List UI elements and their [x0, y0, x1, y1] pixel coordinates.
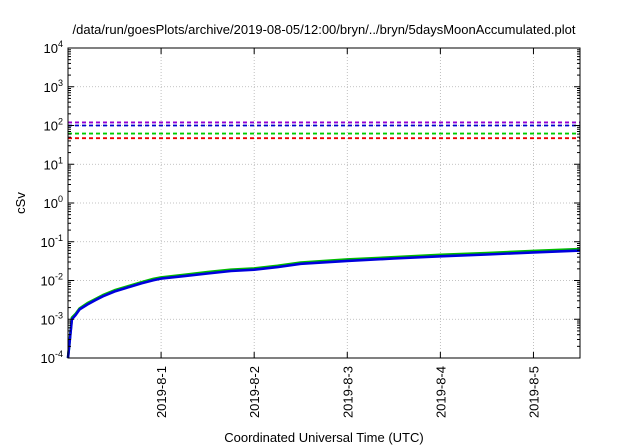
y-axis-label: cSv	[13, 192, 28, 214]
y-tick-label: 101	[44, 155, 63, 172]
y-tick-label: 104	[44, 39, 63, 56]
x-tick-label: 2019-8-4	[433, 366, 448, 418]
y-tick-label: 10-3	[41, 310, 63, 327]
reference-lines	[68, 121, 580, 140]
y-tick-label: 102	[44, 117, 63, 134]
x-axis-label: Coordinated Universal Time (UTC)	[224, 430, 423, 445]
series-group	[66, 247, 581, 359]
series-line	[66, 247, 581, 359]
chart-title: /data/run/goesPlots/archive/2019-08-05/1…	[73, 22, 576, 37]
x-tick-label: 2019-8-1	[154, 366, 169, 418]
y-tick-label: 10-2	[41, 272, 63, 289]
y-tick-label: 10-1	[41, 233, 63, 250]
x-tick-label: 2019-8-3	[340, 366, 355, 418]
x-tick-label: 2019-8-2	[247, 366, 262, 418]
series-line	[66, 249, 581, 359]
grid	[68, 48, 580, 358]
x-axis: 2019-8-1 2019-8-2 2019-8-3 2019-8-4 2019-8-5	[154, 48, 541, 418]
y-tick-label: 103	[44, 78, 63, 95]
x-tick-label: 2019-8-5	[526, 366, 541, 418]
y-tick-label: 10-4	[41, 349, 63, 366]
y-tick-label: 100	[44, 194, 63, 211]
y-axis: 10-4 10-3 10-2 10-1 100 101 102 103 104	[41, 39, 580, 366]
